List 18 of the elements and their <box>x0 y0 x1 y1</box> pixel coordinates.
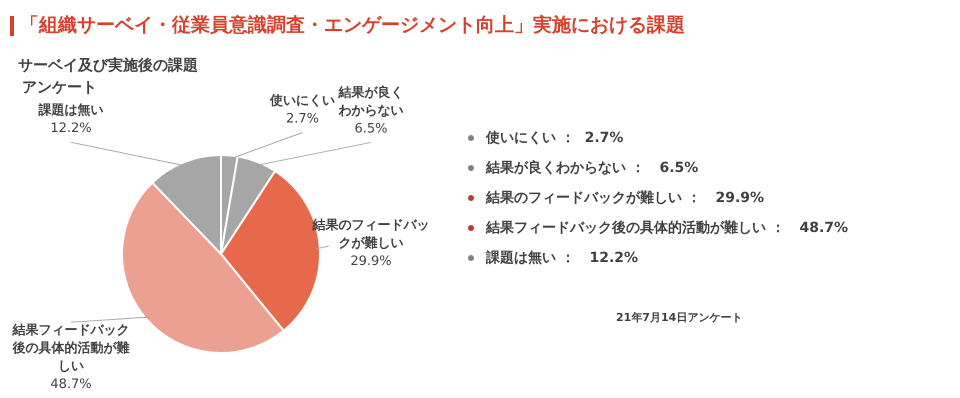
slice-label: 使いにくい <box>269 93 335 108</box>
chart-title: 「組織サーベイ・従業員意識調査・エンゲージメント向上」実施における課題 <box>20 13 685 38</box>
data-label: 6.5% <box>354 121 388 136</box>
text: 結果フィードバック後の具体的活動が難しい ： 48.7% <box>486 219 848 237</box>
slice-label: 結果が良くわからない <box>338 84 404 118</box>
data-label: 48.7% <box>50 377 92 392</box>
data-label: 2.7% <box>286 111 320 126</box>
text: 結果が良くわからない ： 6.5% <box>486 159 698 177</box>
text: アンケート <box>22 78 97 97</box>
text: 結果のフィードバックが難しい ： 29.9% <box>486 189 764 207</box>
text: 使いにくい ： 2.7% <box>486 129 624 147</box>
slice-label: 課題は無い <box>38 102 104 118</box>
chart-subtitle: サーベイ及び実施後の課題 <box>18 56 198 75</box>
data-label: 12.2% <box>50 121 92 136</box>
text: 課題は無い ： 12.2% <box>486 249 638 267</box>
data-label: 29.9% <box>350 254 392 269</box>
text: 21年7月14日アンケート <box>616 310 742 325</box>
slice-label: 結果フィードバック後の具体的活動が難しい <box>12 323 130 374</box>
